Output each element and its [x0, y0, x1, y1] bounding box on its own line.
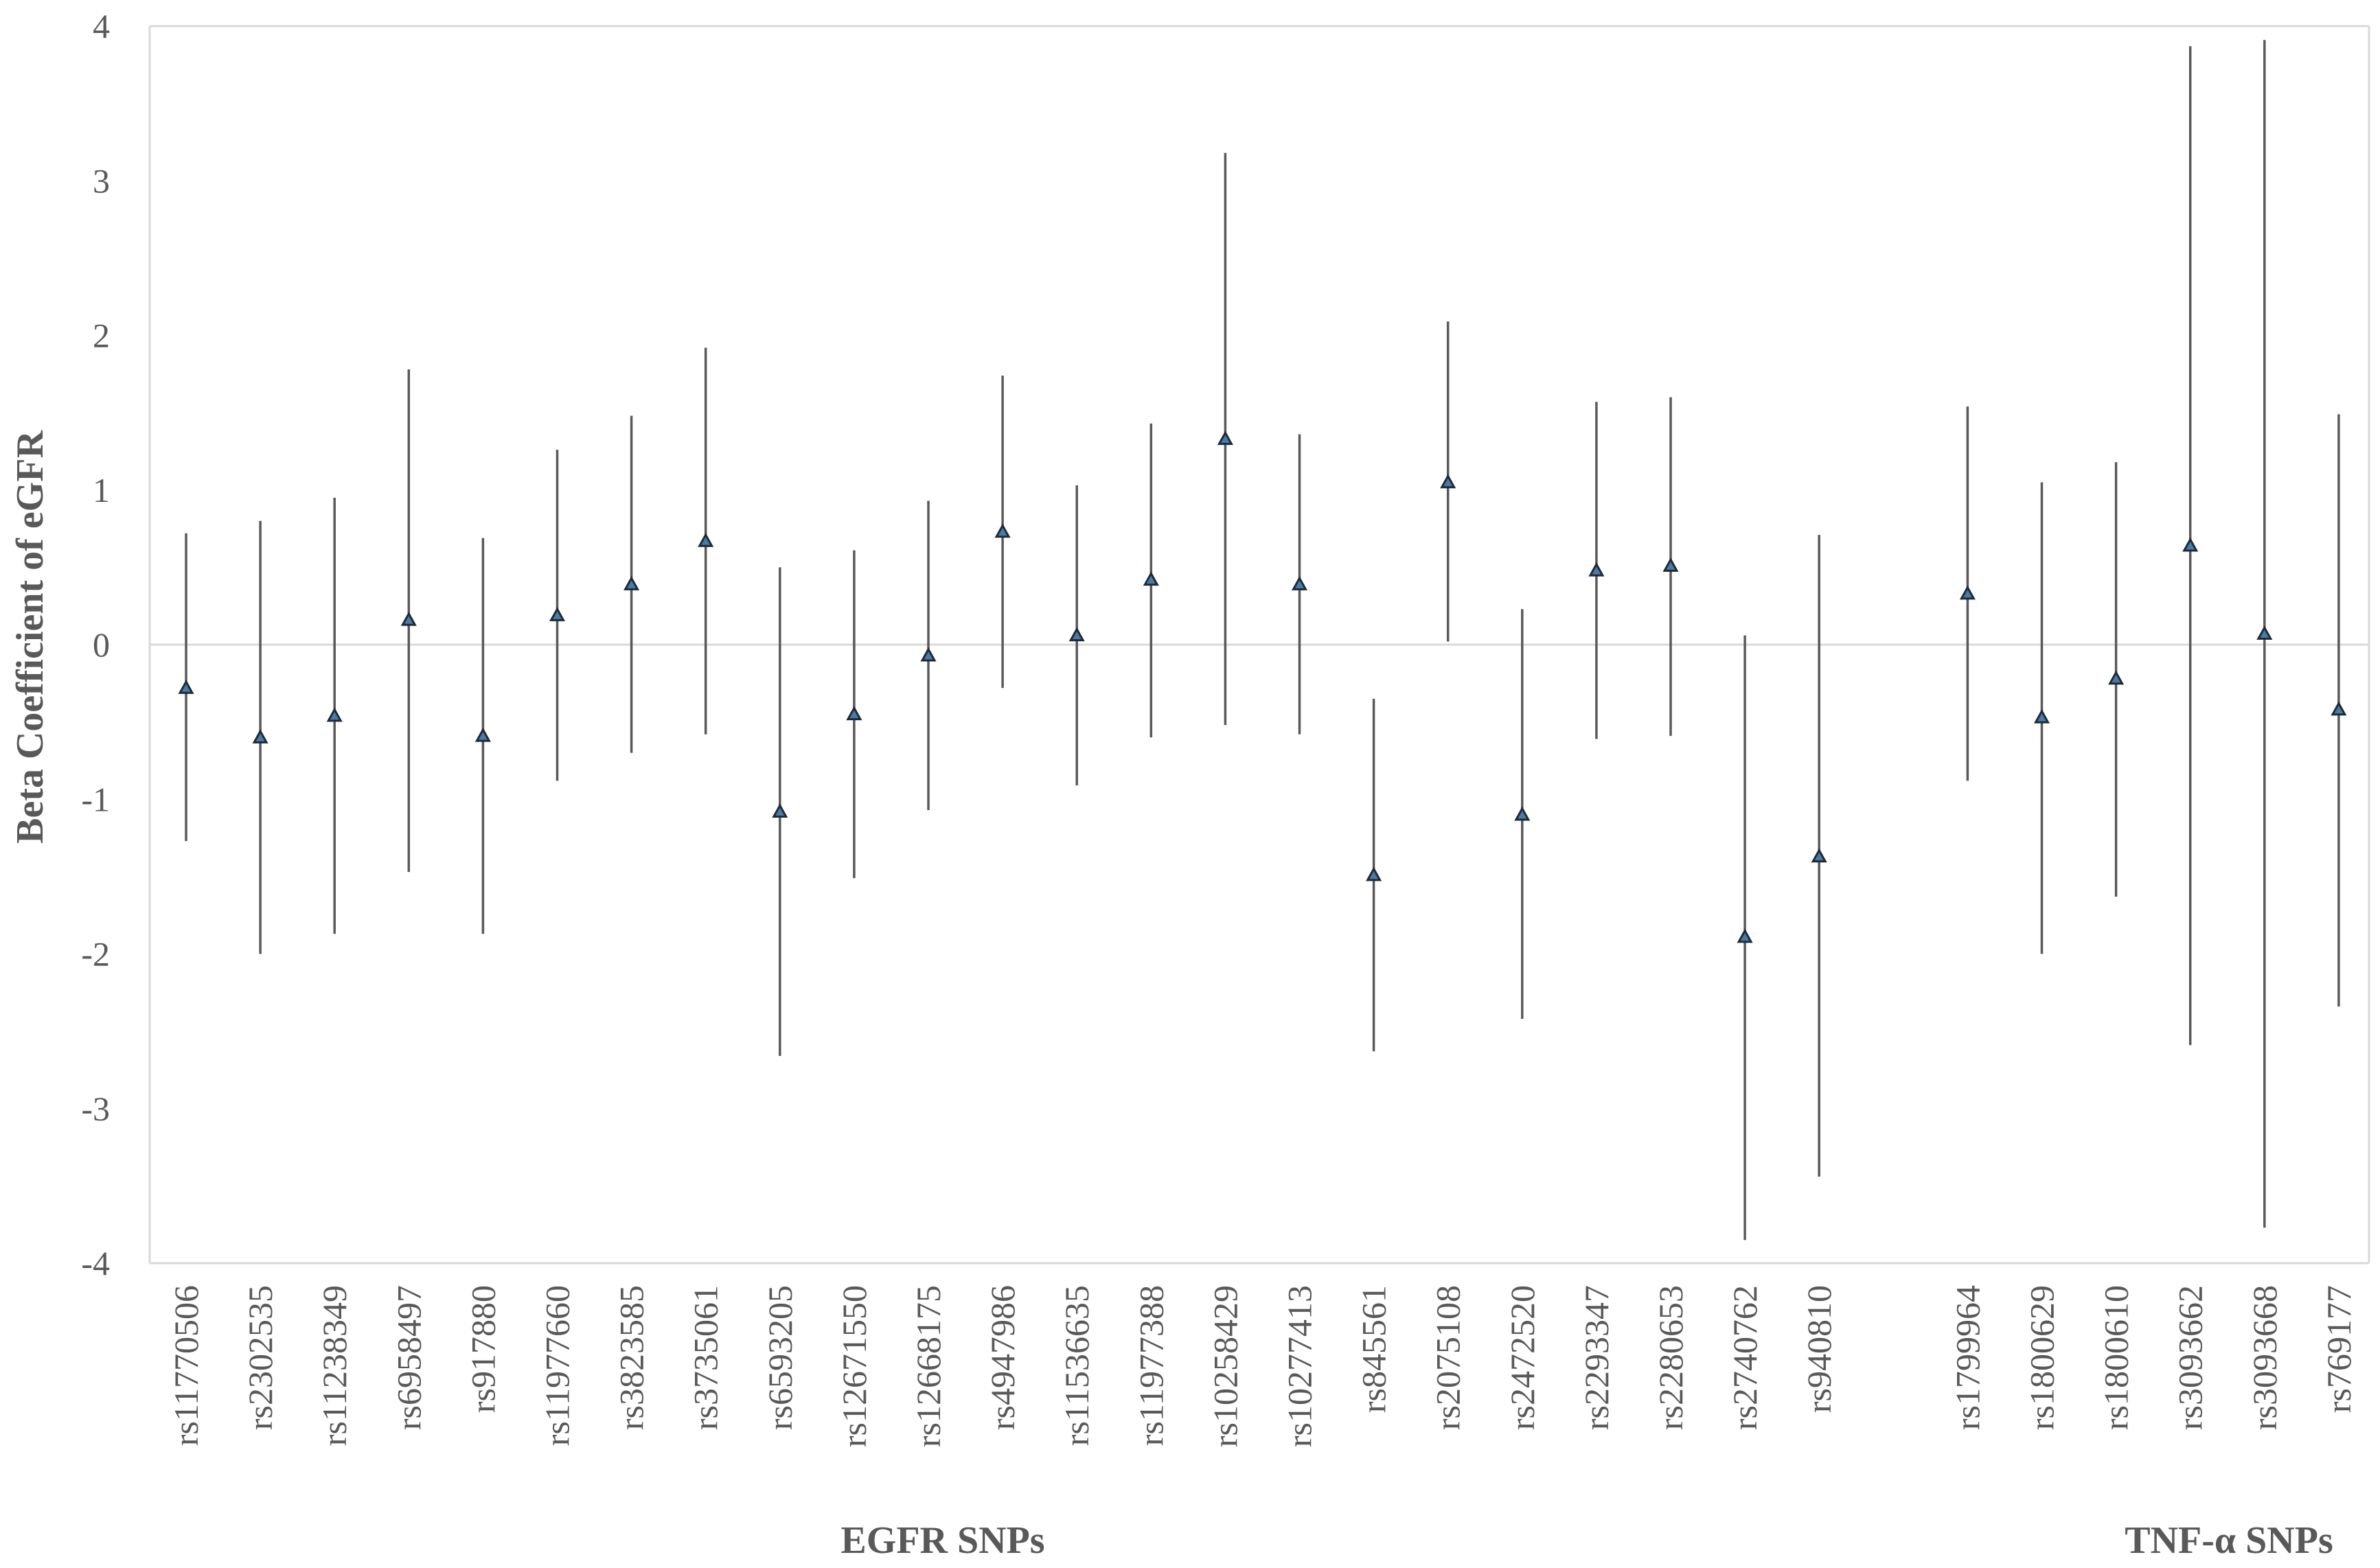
snp-label: rs11977388 — [1132, 1285, 1170, 1446]
beta-marker — [326, 707, 343, 722]
beta-marker — [1068, 627, 1085, 642]
snp-label: rs917880 — [464, 1285, 502, 1413]
y-axis-title: Beta Coefficient of eGFR — [9, 430, 52, 844]
beta-marker — [474, 727, 491, 742]
snp-label: rs6958497 — [389, 1285, 428, 1430]
beta-marker — [1588, 562, 1605, 577]
beta-marker — [1291, 576, 1308, 590]
snp-label: rs10277413 — [1281, 1285, 1319, 1447]
snp-label: rs3823585 — [613, 1285, 651, 1430]
axis-labels: -4 -3 -2 -1 0 1 2 3 4 rs11770506 rs2302535 rs112383… — [81, 7, 2358, 1562]
snp-label: rs2302535 — [241, 1285, 279, 1430]
y-tick-label: -1 — [81, 780, 110, 818]
snp-label: rs1799964 — [1948, 1285, 1987, 1430]
beta-marker — [1366, 866, 1382, 881]
beta-marker — [920, 647, 937, 662]
snp-label: rs11536635 — [1057, 1285, 1096, 1446]
group-label: EGFR SNPs — [840, 1519, 1044, 1562]
snp-label: rs2293347 — [1577, 1285, 1616, 1430]
snp-label: rs11770506 — [167, 1285, 205, 1446]
beta-marker — [772, 803, 788, 818]
beta-marker — [1143, 571, 1159, 586]
snp-label: rs3735061 — [687, 1285, 725, 1430]
snp-label: rs12671550 — [835, 1285, 873, 1447]
beta-marker — [1811, 848, 1827, 863]
snp-label: rs12668175 — [909, 1285, 948, 1447]
beta-marker — [1959, 585, 1976, 600]
beta-marker — [846, 706, 862, 721]
y-tick-label: -4 — [81, 1244, 110, 1282]
beta-marker — [178, 679, 194, 694]
beta-marker — [252, 729, 268, 743]
snp-label: rs2740762 — [1726, 1285, 1764, 1430]
snp-label: rs3093662 — [2171, 1285, 2210, 1430]
beta-marker — [698, 532, 714, 547]
beta-marker — [1440, 474, 1456, 489]
snp-label: rs845561 — [1355, 1285, 1393, 1413]
snp-label: rs2075108 — [1429, 1285, 1467, 1430]
beta-marker — [1662, 557, 1679, 572]
snp-label: rs4947986 — [983, 1285, 1022, 1430]
snp-label: rs11977660 — [538, 1285, 577, 1446]
snp-label: rs940810 — [1800, 1285, 1838, 1413]
beta-marker — [2256, 625, 2273, 640]
beta-marker — [2331, 701, 2347, 716]
snp-label: rs2280653 — [1651, 1285, 1690, 1430]
y-tick-label: 4 — [93, 7, 110, 45]
y-tick-label: 1 — [93, 471, 110, 509]
beta-marker — [2182, 537, 2199, 552]
snp-label: rs10258429 — [1206, 1285, 1244, 1447]
confidence-intervals — [185, 40, 2340, 1241]
y-tick-label: 2 — [93, 316, 110, 355]
beta-marker — [2033, 708, 2050, 724]
beta-marker — [623, 576, 640, 590]
group-label: TNF-α SNPs — [2125, 1519, 2333, 1562]
snp-label: rs6593205 — [761, 1285, 799, 1430]
snp-label: rs1800629 — [2023, 1285, 2061, 1430]
snp-label: rs3093668 — [2245, 1285, 2284, 1430]
beta-marker — [1737, 928, 1753, 943]
snp-label: rs769177 — [2320, 1285, 2358, 1413]
beta-marker — [549, 607, 566, 621]
snp-label: rs2472520 — [1503, 1285, 1542, 1430]
beta-marker — [1217, 430, 1233, 446]
beta-marker — [400, 611, 417, 626]
snp-label: rs11238349 — [315, 1285, 354, 1446]
beta-marker — [994, 523, 1011, 538]
axes — [148, 25, 2370, 1265]
beta-marker — [1514, 806, 1531, 821]
beta-marker — [2108, 670, 2125, 685]
snp-label: rs1800610 — [2097, 1285, 2136, 1430]
point-estimates — [178, 430, 2347, 943]
y-tick-label: -3 — [81, 1089, 110, 1128]
y-tick-label: -2 — [81, 935, 110, 973]
y-tick-label: 0 — [93, 625, 110, 664]
y-tick-label: 3 — [93, 161, 110, 200]
